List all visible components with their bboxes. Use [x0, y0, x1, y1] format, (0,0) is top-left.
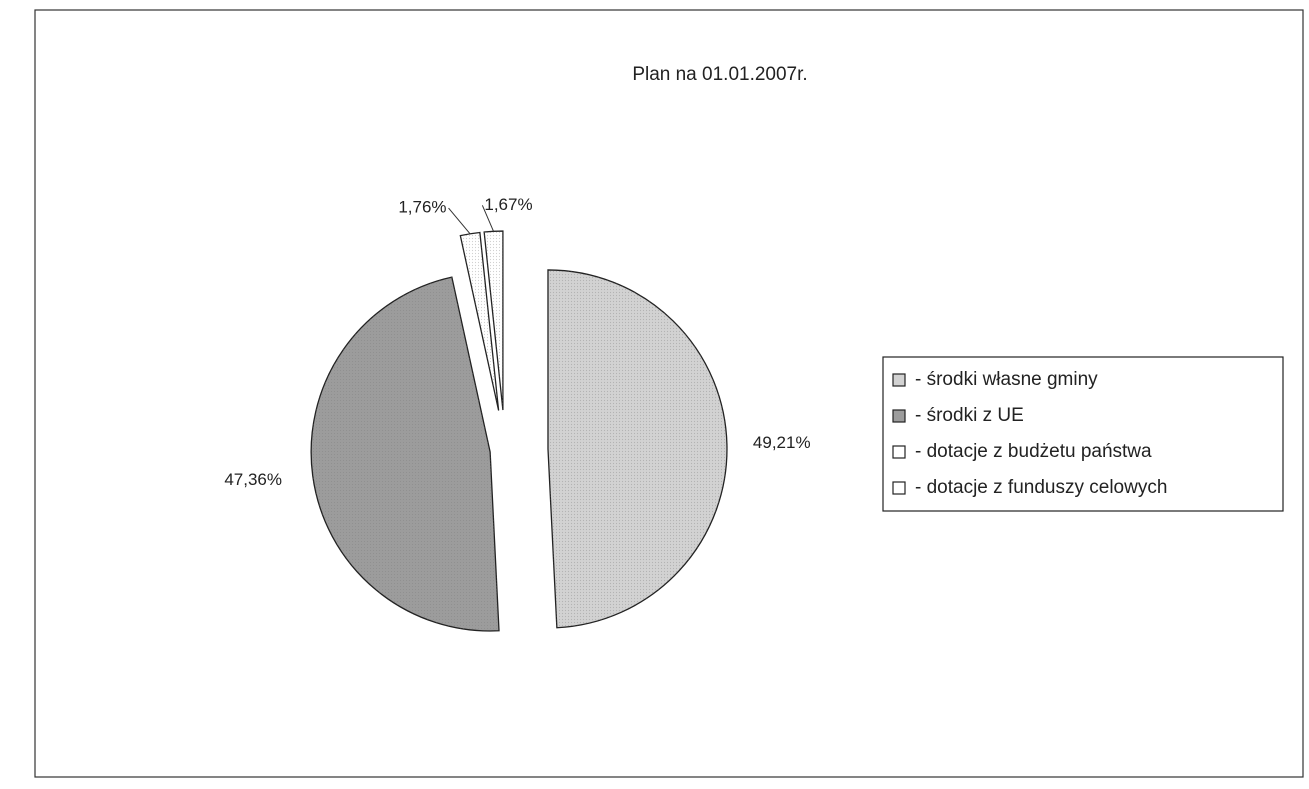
- chart-frame: [34, 9, 1304, 778]
- legend-label: - dotacje z funduszy celowych: [915, 477, 1167, 498]
- data-label: 47,36%: [224, 470, 282, 489]
- legend-swatch: [892, 445, 906, 459]
- pie-slice-texture: [484, 231, 503, 411]
- pie-slice-texture: [460, 232, 499, 411]
- pie-slice-texture: [547, 269, 727, 628]
- legend-swatch: [892, 481, 906, 495]
- leader-line: [481, 205, 494, 232]
- data-label: 49,21%: [753, 433, 811, 452]
- legend-box: [882, 356, 1284, 512]
- legend-label: - dotacje z budżetu państwa: [915, 441, 1152, 462]
- legend-label: - środki z UE: [915, 405, 1024, 426]
- data-label: 1,76%: [398, 198, 446, 217]
- legend-swatch: [892, 409, 906, 423]
- data-label: 1,67%: [484, 195, 532, 214]
- pie-slice-texture: [311, 277, 500, 631]
- leader-line: [448, 207, 471, 235]
- legend-label: - środki własne gminy: [915, 369, 1098, 390]
- chart-title: Plan na 01.01.2007r.: [632, 64, 807, 85]
- legend-swatch: [892, 373, 906, 387]
